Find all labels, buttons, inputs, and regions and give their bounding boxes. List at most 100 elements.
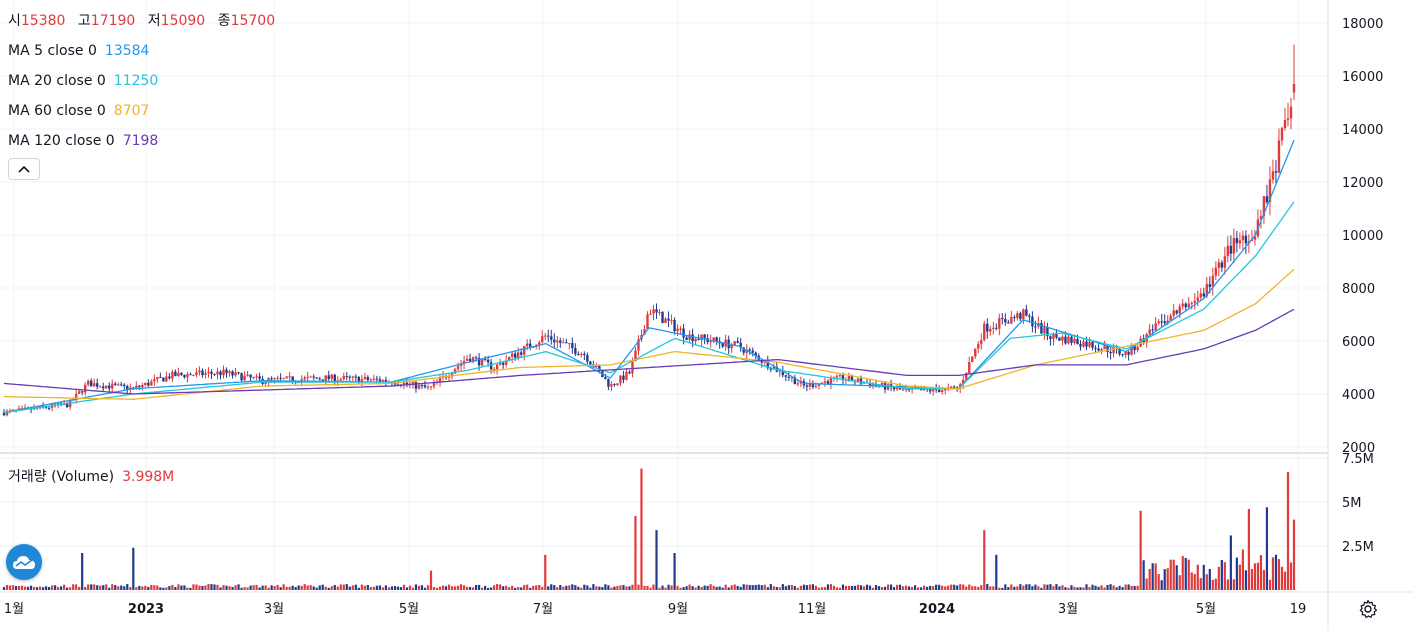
volume-bar xyxy=(243,587,246,590)
candle-body xyxy=(703,334,706,339)
collapse-legend-button[interactable] xyxy=(8,158,40,180)
volume-bar xyxy=(643,585,646,590)
volume-bar xyxy=(499,584,502,590)
ma60-value: 8707 xyxy=(113,103,150,119)
volume-bar xyxy=(402,584,406,590)
volume-bar xyxy=(574,585,577,590)
candle-body xyxy=(264,382,267,384)
volume-bar xyxy=(853,585,857,590)
volume-bar xyxy=(1145,578,1148,590)
candle-body xyxy=(393,383,397,385)
volume-bar xyxy=(983,530,986,590)
volume-bar xyxy=(396,586,400,590)
volume-bar xyxy=(481,587,484,590)
volume-bar xyxy=(544,554,547,590)
volume-bar xyxy=(426,585,430,590)
volume-bars xyxy=(2,468,1296,590)
volume-bar xyxy=(661,585,664,590)
volume-legend[interactable]: 거래량 (Volume) 3.998M xyxy=(8,466,174,486)
volume-bar xyxy=(865,584,869,590)
volume-bar xyxy=(60,586,63,590)
candle-body xyxy=(556,340,559,343)
volume-bar xyxy=(38,586,42,590)
volume-bar xyxy=(1229,535,1232,590)
volume-bar xyxy=(1289,562,1293,590)
candle-body xyxy=(1106,345,1109,352)
candle-body xyxy=(351,376,355,378)
volume-bar xyxy=(562,586,565,590)
candle-body xyxy=(1091,341,1094,348)
volume-bar xyxy=(447,584,451,590)
ma60-line xyxy=(3,268,1295,400)
volume-bar xyxy=(751,585,754,590)
candle-body xyxy=(345,376,348,378)
gear-icon[interactable] xyxy=(1356,597,1380,621)
volume-bar xyxy=(129,587,132,590)
candle-body xyxy=(986,323,989,332)
ma120-legend[interactable]: MA 120 close 0 7198 xyxy=(8,132,158,150)
volume-bar xyxy=(1241,549,1244,590)
ma20-value: 11250 xyxy=(113,73,159,89)
candle-body xyxy=(736,341,739,343)
candle-body xyxy=(360,378,364,383)
cloud-logo-icon[interactable] xyxy=(6,544,42,580)
candle-body xyxy=(868,383,872,387)
volume-bar xyxy=(862,586,866,590)
volume-bar xyxy=(399,587,403,590)
candle-body xyxy=(1121,354,1124,356)
volume-bar xyxy=(781,584,784,590)
candle-body xyxy=(237,372,240,374)
volume-bar xyxy=(1037,586,1040,590)
volume-bar xyxy=(1085,584,1088,590)
candle-body xyxy=(132,387,135,389)
volume-bar xyxy=(69,587,72,590)
volume-bar xyxy=(111,584,114,590)
volume-bar xyxy=(339,584,342,590)
volume-bar xyxy=(1094,585,1097,590)
candle-body xyxy=(766,360,769,368)
volume-bar xyxy=(733,584,736,590)
volume-bar xyxy=(5,584,9,590)
volume-bar xyxy=(219,587,222,590)
candle-body xyxy=(276,377,279,379)
candle-body xyxy=(637,339,640,351)
candle-body xyxy=(270,378,273,380)
volume-bar xyxy=(357,587,360,590)
candle-body xyxy=(688,334,691,340)
volume-bar xyxy=(520,587,523,590)
volume-bar xyxy=(1166,568,1169,590)
ma20-legend[interactable]: MA 20 close 0 11250 xyxy=(8,72,158,90)
ma60-legend[interactable]: MA 60 close 0 8707 xyxy=(8,102,149,120)
candle-body xyxy=(1226,245,1230,257)
volume-bar xyxy=(1151,563,1154,590)
volume-bar xyxy=(628,586,631,590)
candle-body xyxy=(1067,336,1070,344)
candle-body xyxy=(974,348,977,357)
volume-bar xyxy=(514,587,517,590)
candle-body xyxy=(953,386,956,388)
candle-body xyxy=(823,381,827,383)
candle-body xyxy=(504,360,508,365)
volume-bar xyxy=(333,584,336,590)
volume-bar xyxy=(556,587,559,590)
candle-body xyxy=(498,362,502,365)
candle-body xyxy=(483,358,487,360)
volume-bar xyxy=(709,584,712,590)
volume-bar xyxy=(883,586,887,590)
candle-body xyxy=(1094,347,1097,349)
volume-bar xyxy=(90,584,93,590)
volume-bar xyxy=(901,586,905,590)
candle-body xyxy=(1118,348,1121,355)
volume-bar xyxy=(688,584,691,590)
candle-body xyxy=(231,371,234,376)
volume-bar xyxy=(1283,571,1287,590)
candle-body xyxy=(661,311,664,324)
volume-bar xyxy=(345,584,348,590)
candle-body xyxy=(562,342,565,344)
price-tick-label: 6000 xyxy=(1342,335,1375,350)
candle-body xyxy=(529,343,532,348)
volume-bar xyxy=(1112,585,1115,590)
ma5-legend[interactable]: MA 5 close 0 13584 xyxy=(8,42,149,60)
candle-body xyxy=(583,353,586,356)
